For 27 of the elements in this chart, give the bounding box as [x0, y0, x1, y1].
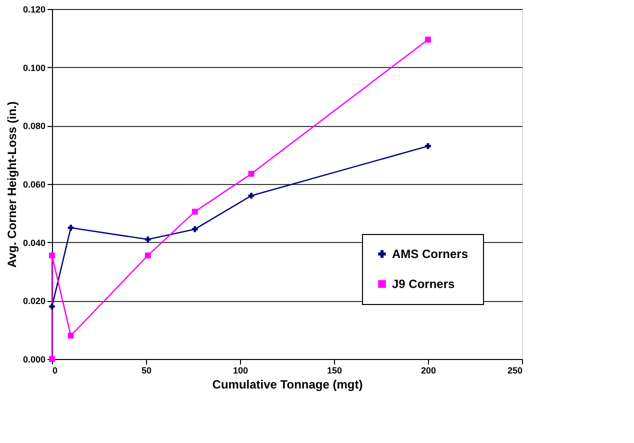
y-tick-label: 0.000	[22, 354, 46, 364]
y-tick-label: 0.060	[22, 180, 46, 190]
x-axis-title: Cumulative Tonnage (mgt)	[212, 378, 363, 392]
point	[425, 36, 431, 43]
point	[248, 192, 254, 199]
y-tick-label: 0.040	[22, 238, 46, 248]
legend-label: AMS Corners	[392, 247, 468, 261]
x-tick-label: 0	[52, 366, 58, 376]
x-tick-label: 50	[141, 366, 152, 376]
point	[192, 208, 198, 215]
x-tick-label: 200	[420, 366, 436, 376]
point	[425, 143, 431, 150]
y-tick-label: 0.100	[22, 62, 46, 73]
y-tick-label: 0.020	[22, 296, 46, 306]
x-tick-label: 250	[507, 366, 522, 376]
y-tick-label: 0.120	[22, 4, 46, 14]
point	[144, 252, 151, 258]
point	[192, 226, 198, 232]
point	[68, 224, 74, 231]
y-axis-title: Avg. Corner Height-Loss (in.)	[4, 101, 19, 268]
x-tick-label: 100	[232, 366, 248, 376]
point	[68, 332, 74, 339]
legend-label: J9 Corners	[392, 277, 456, 291]
y-tick-label: 0.080	[22, 121, 46, 132]
x-tick-label: 150	[326, 366, 342, 376]
point	[144, 236, 151, 242]
point	[49, 252, 55, 258]
